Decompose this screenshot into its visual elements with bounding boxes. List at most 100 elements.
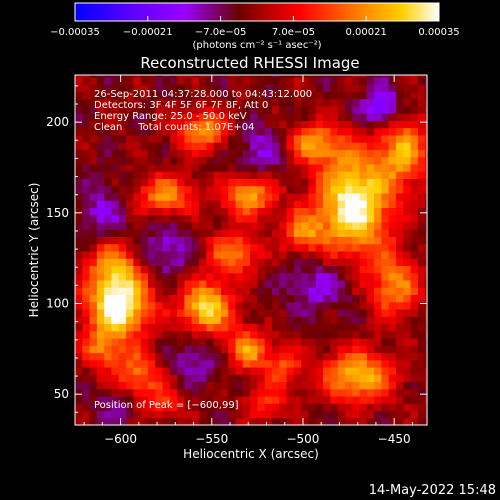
- heatmap-cell: [388, 323, 397, 332]
- heatmap-cell: [213, 330, 222, 339]
- heatmap-cell: [191, 359, 200, 368]
- heatmap-cell: [206, 258, 215, 267]
- heatmap-cell: [242, 91, 251, 100]
- heatmap-cell: [286, 214, 295, 223]
- heatmap-cell: [147, 388, 156, 397]
- heatmap-cell: [271, 192, 280, 201]
- heatmap-cell: [104, 105, 113, 114]
- heatmap-cell: [410, 381, 419, 390]
- heatmap-cell: [104, 98, 113, 107]
- heatmap-cell: [133, 91, 142, 100]
- heatmap-cell: [315, 337, 324, 346]
- heatmap-cell: [235, 163, 244, 172]
- heatmap-cell: [184, 113, 193, 121]
- heatmap-cell: [374, 272, 383, 281]
- heatmap-cell: [96, 75, 105, 78]
- heatmap-cell: [75, 395, 83, 404]
- heatmap-cell: [315, 142, 324, 150]
- heatmap-cell: [140, 91, 149, 100]
- heatmap-cell: [242, 76, 251, 85]
- heatmap-cell: [213, 200, 222, 208]
- heatmap-cell: [242, 120, 251, 129]
- heatmap-cell: [133, 272, 142, 281]
- heatmap-cell: [250, 142, 258, 150]
- heatmap-cell: [75, 374, 83, 383]
- heatmap-cell: [126, 120, 134, 129]
- heatmap-cell: [264, 113, 273, 121]
- heatmap-cell: [184, 308, 193, 317]
- heatmap-cell: [264, 221, 273, 230]
- heatmap-cell: [250, 345, 258, 354]
- heatmap-cell: [271, 287, 280, 296]
- heatmap-cell: [126, 84, 134, 92]
- heatmap-cell: [337, 243, 346, 252]
- heatmap-cell: [293, 105, 302, 114]
- heatmap-cell: [169, 316, 178, 325]
- heatmap-cell: [403, 352, 412, 361]
- heatmap-cell: [330, 403, 339, 412]
- heatmap-cell: [403, 395, 412, 404]
- heatmap-cell: [417, 272, 426, 281]
- heatmap-cell: [344, 192, 353, 201]
- heatmap-cell: [220, 200, 229, 208]
- heatmap-cell: [191, 192, 200, 201]
- heatmap-cell: [250, 374, 258, 383]
- heatmap-cell: [352, 192, 361, 201]
- heatmap-cell: [417, 308, 426, 317]
- heatmap-cell: [228, 105, 237, 114]
- heatmap-cell: [417, 185, 426, 194]
- heatmap-cell: [395, 417, 404, 426]
- heatmap-cell: [330, 250, 339, 259]
- heatmap-cell: [104, 272, 113, 281]
- heatmap-cell: [75, 403, 83, 412]
- heatmap-cell: [162, 142, 171, 150]
- heatmap-cell: [140, 287, 149, 296]
- heatmap-cell: [352, 287, 361, 296]
- heatmap-cell: [75, 287, 83, 296]
- heatmap-cell: [279, 98, 288, 107]
- heatmap-cell: [177, 142, 186, 150]
- heatmap-cell: [89, 359, 98, 368]
- heatmap-cell: [257, 294, 266, 303]
- heatmap-cell: [250, 171, 258, 179]
- heatmap-cell: [425, 352, 428, 361]
- heatmap-cell: [366, 345, 375, 354]
- heatmap-cell: [374, 229, 383, 237]
- heatmap-cell: [315, 178, 324, 187]
- heatmap-cell: [177, 76, 186, 85]
- heatmap-cell: [220, 265, 229, 274]
- heatmap-cell: [220, 337, 229, 346]
- heatmap-cell: [323, 91, 331, 100]
- heatmap-cell: [425, 221, 428, 230]
- heatmap-cell: [82, 84, 91, 92]
- heatmap-cell: [279, 142, 288, 150]
- heatmap-cell: [133, 192, 142, 201]
- heatmap-cell: [133, 352, 142, 361]
- heatmap-cell: [118, 221, 127, 230]
- heatmap-cell: [133, 105, 142, 114]
- heatmap-cell: [352, 171, 361, 179]
- heatmap-cell: [352, 250, 361, 259]
- heatmap-cell: [75, 91, 83, 100]
- heatmap-cell: [381, 171, 390, 179]
- heatmap-cell: [82, 120, 91, 129]
- heatmap-cell: [213, 178, 222, 187]
- heatmap-cell: [271, 243, 280, 252]
- heatmap-cell: [169, 156, 178, 165]
- heatmap-cell: [82, 301, 91, 310]
- heatmap-cell: [242, 388, 251, 397]
- heatmap-cell: [366, 352, 375, 361]
- heatmap-cell: [213, 113, 222, 121]
- heatmap-cell: [89, 345, 98, 354]
- heatmap-cell: [366, 134, 375, 143]
- heatmap-cell: [191, 374, 200, 383]
- heatmap-cell: [381, 388, 390, 397]
- heatmap-cell: [75, 301, 83, 310]
- heatmap-cell: [89, 185, 98, 194]
- heatmap-cell: [286, 236, 295, 245]
- heatmap-cell: [126, 301, 134, 310]
- heatmap-cell: [264, 243, 273, 252]
- heatmap-cell: [96, 76, 105, 85]
- heatmap-cell: [235, 301, 244, 310]
- heatmap-cell: [133, 214, 142, 223]
